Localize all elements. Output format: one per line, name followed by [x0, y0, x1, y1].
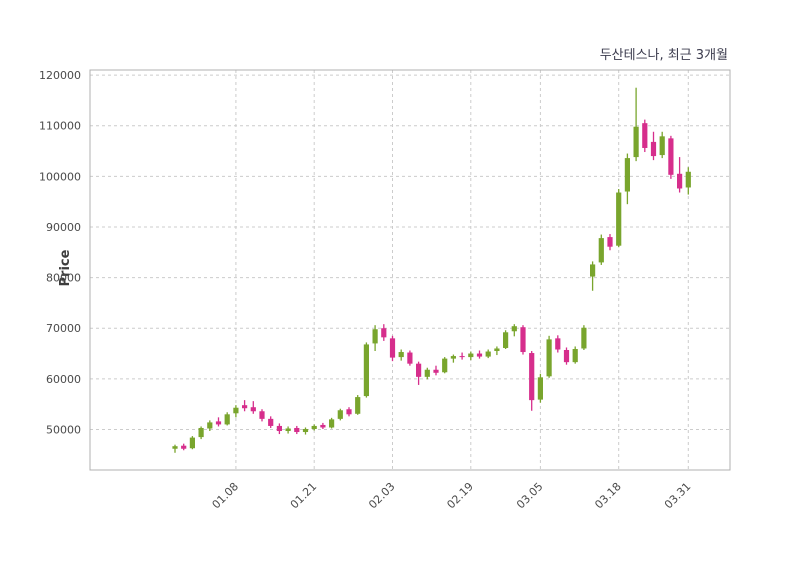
candle-body: [546, 339, 552, 377]
candle-body: [650, 141, 657, 157]
x-tick-label: 02.19: [444, 480, 475, 511]
candle-body: [207, 422, 213, 429]
candle-body: [363, 344, 369, 397]
candle-body: [329, 419, 335, 428]
candle-body: [520, 327, 526, 353]
candle-body: [572, 348, 578, 363]
candle-body: [276, 425, 282, 432]
candle-body: [485, 351, 491, 357]
y-tick-label: 60000: [46, 373, 81, 386]
candle-body: [224, 414, 230, 425]
candle-body: [468, 353, 474, 358]
y-tick-label: 110000: [39, 120, 81, 133]
candle-body: [424, 369, 430, 377]
y-tick-label: 100000: [39, 170, 81, 183]
candle-body: [659, 136, 665, 156]
y-tick-label: 50000: [46, 423, 81, 436]
candle-body: [598, 238, 604, 263]
candle-body: [450, 356, 456, 359]
candle-body: [172, 446, 178, 449]
candle-body: [372, 329, 378, 344]
candle-body: [346, 409, 352, 415]
x-tick-label: 03.05: [514, 480, 545, 511]
candle-body: [476, 353, 483, 357]
candle-body: [198, 427, 204, 438]
candle-body: [250, 407, 256, 412]
x-tick-label: 01.21: [288, 480, 319, 511]
candle-body: [494, 348, 500, 352]
candle-body: [242, 405, 248, 409]
candle-body: [668, 138, 674, 175]
candle-body: [181, 445, 187, 449]
candle-body: [189, 437, 195, 449]
y-tick-label: 90000: [46, 221, 81, 234]
y-tick-label: 80000: [46, 272, 81, 285]
candle-body: [407, 352, 413, 364]
candle-body: [685, 171, 691, 188]
candle-body: [442, 358, 448, 373]
y-tick-label: 120000: [39, 69, 81, 82]
x-tick-label: 03.18: [592, 480, 623, 511]
candle-body: [555, 338, 561, 350]
candle-body: [537, 377, 543, 400]
candle-body: [677, 173, 683, 189]
candle-body: [389, 338, 396, 358]
candle-body: [259, 411, 265, 419]
candle-body: [355, 397, 361, 414]
candle-body: [268, 418, 274, 426]
candle-body: [381, 328, 387, 338]
candle-body: [581, 327, 587, 349]
candle-body: [311, 425, 317, 429]
candle-body: [416, 363, 422, 377]
plot-border: [89, 69, 731, 471]
candle-body: [302, 428, 309, 433]
candle-body: [624, 158, 630, 192]
candle-body: [433, 369, 439, 373]
candle-body: [337, 410, 343, 419]
candle-body: [398, 352, 404, 358]
candle-body: [233, 407, 239, 414]
candle-body: [642, 123, 648, 148]
candle-body: [215, 421, 222, 425]
candle-body: [563, 350, 570, 363]
candle-body: [459, 356, 465, 358]
x-tick-label: 01.08: [210, 480, 241, 511]
candle-body: [320, 424, 326, 428]
candle-body: [529, 353, 535, 401]
candle-body: [616, 192, 622, 246]
candle-body: [511, 326, 517, 332]
candle-body: [285, 428, 291, 432]
candle-body: [607, 237, 613, 247]
y-tick-label: 70000: [46, 322, 81, 335]
candle-body: [503, 332, 509, 348]
candle-body: [633, 126, 639, 158]
candle-body: [590, 264, 596, 277]
chart-title: 두산테스나, 최근 3개월: [599, 48, 728, 63]
candle-body: [294, 427, 300, 433]
x-tick-label: 02.03: [366, 480, 397, 511]
x-tick-label: 03.31: [662, 480, 693, 511]
